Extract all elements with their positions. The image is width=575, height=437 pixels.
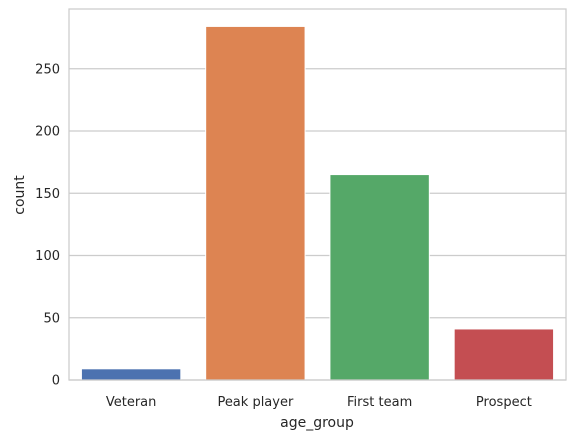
bars bbox=[80, 25, 555, 381]
y-axis-label: count bbox=[12, 175, 28, 215]
x-tick-label: Prospect bbox=[476, 395, 532, 410]
bar-first-team bbox=[329, 174, 430, 381]
y-tick-label: 200 bbox=[35, 125, 60, 140]
bar-prospect bbox=[453, 328, 555, 381]
y-tick-label: 50 bbox=[43, 311, 60, 326]
y-tick-label: 150 bbox=[35, 187, 60, 202]
x-tick-label: First team bbox=[347, 395, 412, 410]
x-axis-label: age_group bbox=[280, 415, 354, 431]
x-tick-labels: Veteran Peak player First team Prospect bbox=[106, 395, 532, 410]
bar-veteran bbox=[80, 368, 182, 381]
x-tick-label: Veteran bbox=[106, 395, 157, 410]
y-tick-label: 250 bbox=[35, 62, 60, 77]
axes-frame bbox=[68, 8, 567, 381]
y-tick-label: 0 bbox=[52, 374, 60, 389]
y-tick-label: 100 bbox=[35, 249, 60, 264]
axes-border bbox=[68, 8, 567, 381]
bar-peak-player bbox=[205, 25, 306, 381]
x-tick-label: Peak player bbox=[217, 395, 294, 410]
y-tick-labels: 0 50 100 150 200 250 bbox=[35, 62, 60, 388]
